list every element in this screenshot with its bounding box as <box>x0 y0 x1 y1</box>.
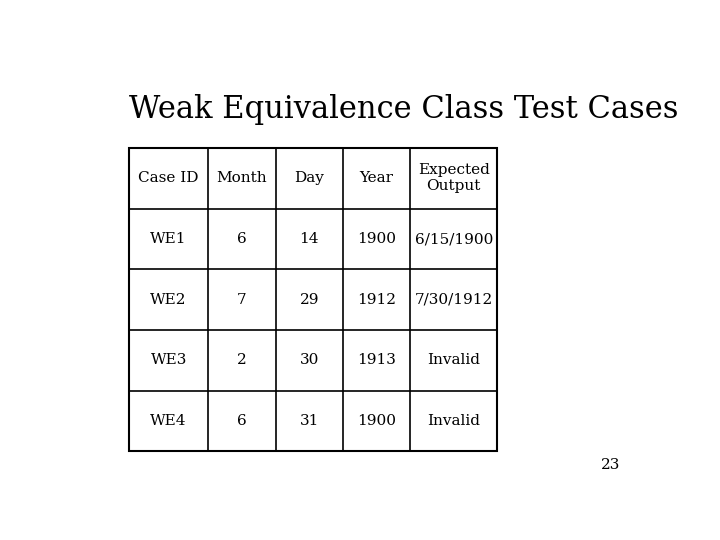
Text: WE4: WE4 <box>150 414 187 428</box>
Text: WE2: WE2 <box>150 293 187 307</box>
Text: 6: 6 <box>237 232 247 246</box>
Text: 1913: 1913 <box>357 354 396 367</box>
Text: 7/30/1912: 7/30/1912 <box>415 293 493 307</box>
Bar <box>129 148 498 451</box>
Text: 6/15/1900: 6/15/1900 <box>415 232 493 246</box>
Text: WE1: WE1 <box>150 232 187 246</box>
Text: Expected
Output: Expected Output <box>418 163 490 193</box>
Text: WE3: WE3 <box>150 354 187 367</box>
Text: 1912: 1912 <box>357 293 396 307</box>
Text: 1900: 1900 <box>357 232 396 246</box>
Text: Year: Year <box>359 171 394 185</box>
Text: 31: 31 <box>300 414 319 428</box>
Text: 1900: 1900 <box>357 414 396 428</box>
Text: 14: 14 <box>300 232 319 246</box>
Text: Weak Equivalence Class Test Cases: Weak Equivalence Class Test Cases <box>129 94 678 125</box>
Text: Invalid: Invalid <box>427 414 480 428</box>
Text: Case ID: Case ID <box>138 171 199 185</box>
Text: Invalid: Invalid <box>427 354 480 367</box>
Text: Day: Day <box>294 171 324 185</box>
Text: 6: 6 <box>237 414 247 428</box>
Text: 29: 29 <box>300 293 319 307</box>
Text: Month: Month <box>217 171 267 185</box>
Text: 7: 7 <box>237 293 247 307</box>
Text: 2: 2 <box>237 354 247 367</box>
Text: 30: 30 <box>300 354 319 367</box>
Text: 23: 23 <box>600 458 620 472</box>
